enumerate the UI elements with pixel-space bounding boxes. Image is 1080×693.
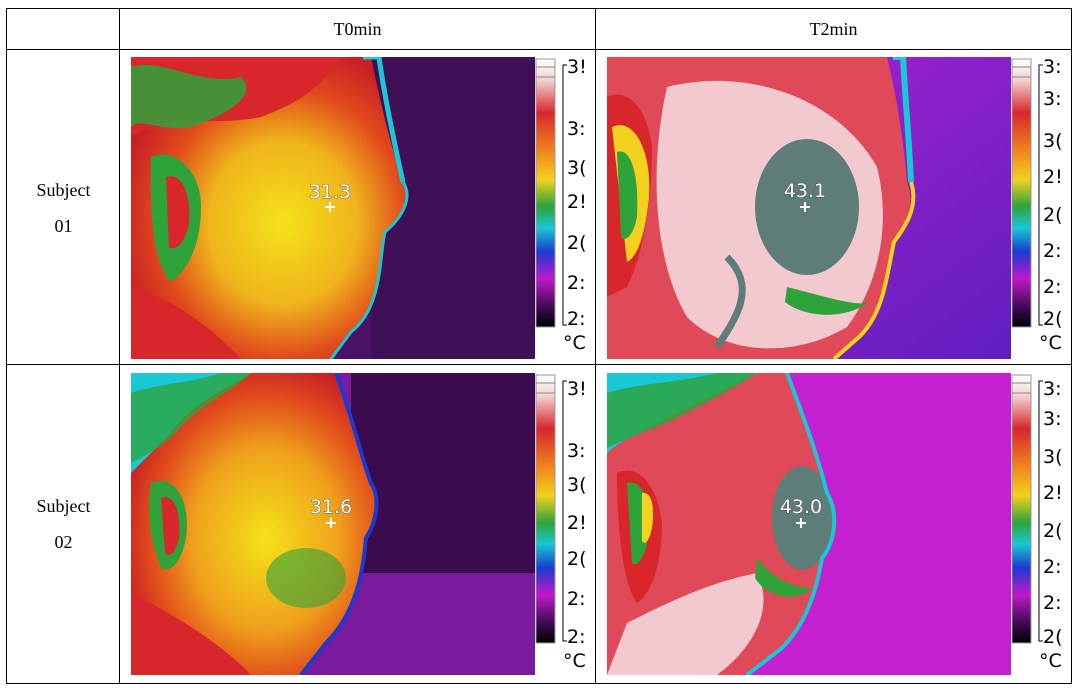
scale-label: 2! (1043, 482, 1063, 504)
row-label-line2: 01 (54, 216, 73, 236)
grid-line (119, 9, 120, 683)
scale-label: 2( (1043, 520, 1063, 542)
grid-line (595, 9, 596, 683)
crosshair-icon (325, 202, 335, 212)
crosshair-icon (326, 518, 336, 528)
scale-label: 2: (567, 272, 586, 294)
row-label-subject-02: Subject 02 (7, 488, 120, 560)
crosshair-icon (796, 518, 806, 528)
scale-label: 2( (1043, 626, 1063, 648)
scale-label: 3( (1043, 446, 1063, 468)
scale-label: 3: (567, 440, 586, 462)
scale-label: 3( (567, 157, 587, 179)
grid-line (7, 49, 1071, 50)
unit-label: °C (563, 650, 586, 672)
temperature-reading: 43.1 (784, 180, 826, 202)
scale-label: 2: (567, 588, 586, 610)
scale-label: 3: (1043, 57, 1062, 78)
row-label-line1: Subject (36, 180, 91, 200)
column-header-t2: T2min (809, 19, 858, 39)
crosshair-icon (800, 202, 810, 212)
scale-label: 2: (1043, 592, 1062, 614)
scale-label: 2: (1043, 556, 1062, 578)
scale-label: 2( (567, 548, 587, 570)
thermal-image-subject02-t0: 31.6 3! 3: 3( 2! 2( 2: 2: °C (131, 373, 603, 675)
scale-label: 2! (1043, 166, 1063, 188)
row-label-subject-01: Subject 01 (7, 172, 120, 244)
scale-label: 2( (567, 232, 587, 254)
scale-label: 2( (1043, 308, 1063, 330)
scale-label: 3! (567, 57, 587, 78)
temperature-reading: 31.6 (310, 496, 352, 518)
unit-label: °C (1039, 332, 1062, 354)
scale-label: 2: (567, 308, 586, 330)
scale-label: 3: (1043, 408, 1062, 430)
row-label-line2: 02 (54, 532, 73, 552)
scale-label: 2! (567, 191, 587, 213)
scale-label: 3( (1043, 130, 1063, 152)
scale-label: 3: (1043, 378, 1062, 400)
row-label-line1: Subject (36, 496, 91, 516)
column-header-t0: T0min (333, 19, 382, 39)
thermal-image-subject02-t2: 43.0 3: 3: 3( 2! 2( 2: 2: 2( °C (607, 373, 1079, 675)
unit-label: °C (1039, 650, 1062, 672)
grid-line (7, 364, 1071, 365)
scale-label: 3: (1043, 88, 1062, 110)
scale-label: 2( (1043, 204, 1063, 226)
unit-label: °C (563, 332, 586, 354)
thermal-image-subject01-t0: 31.3 3! 3: 3( 2! 2( 2: 2: °C (131, 57, 603, 359)
scale-label: 2: (567, 626, 586, 648)
thermal-comparison-table: T0min T2min Subject 01 Subject 02 (6, 8, 1072, 684)
temperature-reading: 31.3 (309, 181, 351, 203)
scale-label: 3: (567, 118, 586, 140)
scale-label: 2: (1043, 240, 1062, 262)
scale-label: 3! (567, 378, 587, 400)
scale-label: 2: (1043, 276, 1062, 298)
scale-label: 3( (567, 474, 587, 496)
thermal-image-subject01-t2: 43.1 3: 3: 3( 2! 2( 2: 2: 2( °C (607, 57, 1079, 359)
temperature-reading: 43.0 (780, 496, 822, 518)
scale-label: 2! (567, 512, 587, 534)
